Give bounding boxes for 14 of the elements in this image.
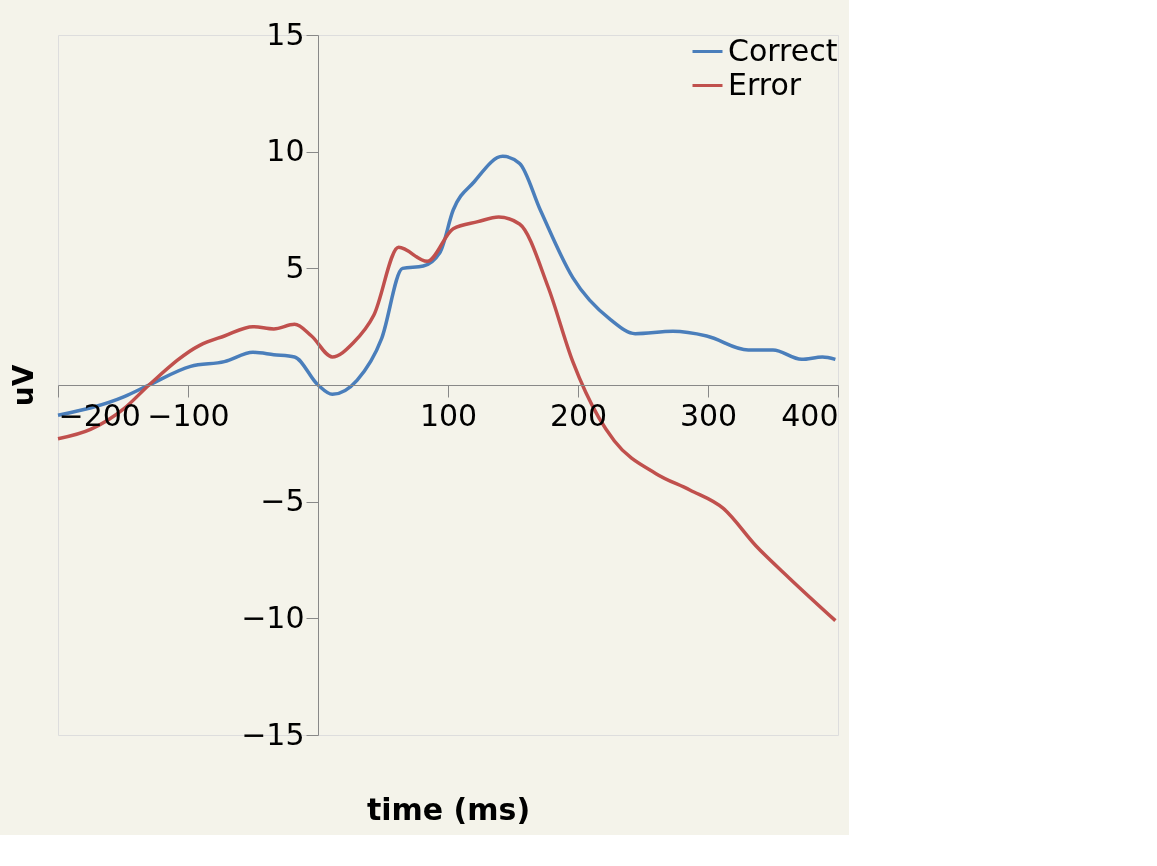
x-tick-label: 300 (679, 397, 738, 433)
x-tick-label: 400 (781, 397, 839, 433)
y-tick-label: 15 (266, 16, 305, 52)
x-axis-title: time (ms) (366, 791, 531, 827)
legend-label: Error (728, 66, 802, 102)
y-tick-label: −5 (260, 483, 305, 519)
y-tick-label: 10 (266, 133, 305, 169)
legend-label: Correct (728, 32, 838, 68)
y-axis-title: uV (6, 364, 40, 407)
y-tick-label: 5 (285, 249, 305, 285)
y-tick-label: −15 (241, 716, 305, 752)
x-tick-label: 100 (419, 397, 478, 433)
x-tick-label: −100 (147, 397, 230, 433)
y-tick-label: −10 (241, 599, 305, 635)
